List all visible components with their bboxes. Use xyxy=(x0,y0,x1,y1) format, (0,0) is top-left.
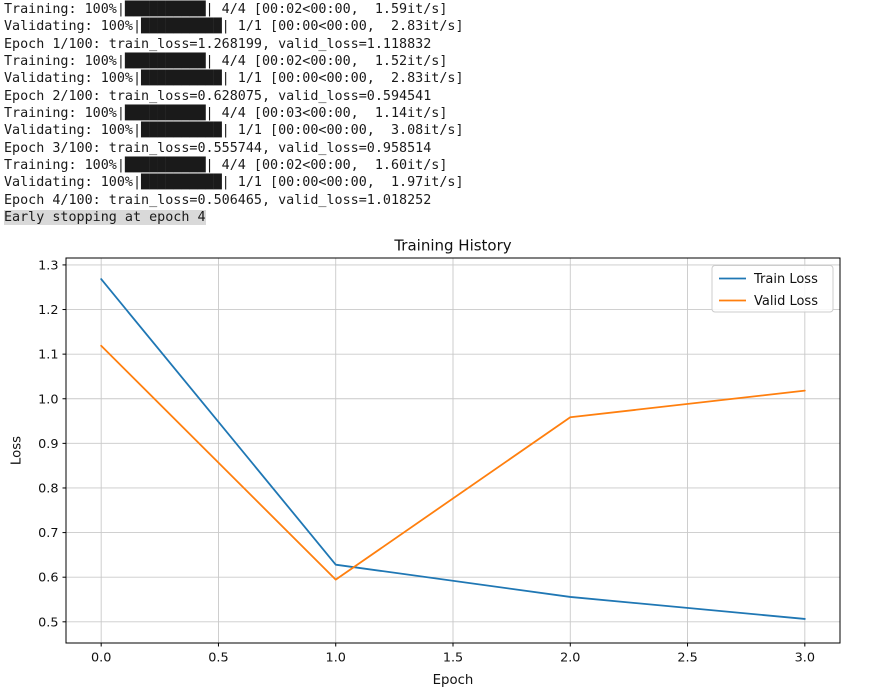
log-text: Training: 100%|██████████| 4/4 [00:02<00… xyxy=(4,54,448,70)
x-tick-label: 2.0 xyxy=(560,651,580,666)
log-text: Training: 100%|██████████| 4/4 [00:03<00… xyxy=(4,106,448,122)
chart-series xyxy=(100,278,806,620)
x-axis-label: Epoch xyxy=(433,673,474,688)
y-tick-label: 0.6 xyxy=(38,571,58,586)
log-line: Epoch 2/100: train_loss=0.628075, valid_… xyxy=(4,88,464,105)
log-text: Validating: 100%|██████████| 1/1 [00:00<… xyxy=(4,123,464,139)
y-tick-label: 1.0 xyxy=(38,392,58,407)
log-line: Validating: 100%|██████████| 1/1 [00:00<… xyxy=(4,18,464,35)
legend: Train Loss Valid Loss xyxy=(711,265,834,313)
y-axis-label: Loss xyxy=(10,436,25,465)
log-text: Epoch 3/100: train_loss=0.555744, valid_… xyxy=(4,140,432,156)
log-text: Epoch 1/100: train_loss=1.268199, valid_… xyxy=(4,36,432,52)
chart-title: Training History xyxy=(393,237,511,255)
log-line: Validating: 100%|██████████| 1/1 [00:00<… xyxy=(4,174,464,191)
log-line: Early stopping at epoch 4 xyxy=(4,209,464,226)
valid-loss-line xyxy=(100,344,806,581)
training-log: Training: 100%|██████████| 4/4 [00:02<00… xyxy=(4,1,464,226)
log-text: Epoch 2/100: train_loss=0.628075, valid_… xyxy=(4,88,432,104)
log-line: Epoch 4/100: train_loss=0.506465, valid_… xyxy=(4,192,464,209)
chart-grid xyxy=(66,258,840,643)
log-line: Epoch 3/100: train_loss=0.555744, valid_… xyxy=(4,140,464,157)
log-line: Training: 100%|██████████| 4/4 [00:03<00… xyxy=(4,105,464,122)
early-stopping-message: Early stopping at epoch 4 xyxy=(4,210,206,226)
log-line: Validating: 100%|██████████| 1/1 [00:00<… xyxy=(4,122,464,139)
x-tick-label: 0.5 xyxy=(208,651,228,666)
y-tick-label: 0.8 xyxy=(38,481,58,496)
y-tick-label: 0.5 xyxy=(38,615,58,630)
x-tick-label: 2.5 xyxy=(677,651,697,666)
log-text: Training: 100%|██████████| 4/4 [00:02<00… xyxy=(4,2,448,17)
x-tick-label: 0.0 xyxy=(91,651,111,666)
log-line: Training: 100%|██████████| 4/4 [00:02<00… xyxy=(4,53,464,70)
legend-label: Train Loss xyxy=(753,272,818,287)
log-text: Validating: 100%|██████████| 1/1 [00:00<… xyxy=(4,71,464,87)
log-line: Validating: 100%|██████████| 1/1 [00:00<… xyxy=(4,70,464,87)
y-tick-label: 1.3 xyxy=(38,258,58,273)
log-text: Epoch 4/100: train_loss=0.506465, valid_… xyxy=(4,192,432,208)
log-line: Training: 100%|██████████| 4/4 [00:02<00… xyxy=(4,157,464,174)
log-text: Validating: 100%|██████████| 1/1 [00:00<… xyxy=(4,175,464,191)
chart-ticks: 0.0 0.5 1.0 1.5 2.0 2.5 3.0 0.5 0.6 0.7 0.8 0.9 1.0 1… xyxy=(38,258,815,665)
y-tick-label: 0.7 xyxy=(38,526,58,541)
log-line: Epoch 1/100: train_loss=1.268199, valid_… xyxy=(4,36,464,53)
y-tick-label: 1.2 xyxy=(38,303,58,318)
legend-label: Valid Loss xyxy=(754,294,818,309)
x-tick-label: 1.5 xyxy=(443,651,463,666)
x-tick-label: 3.0 xyxy=(795,651,815,666)
log-text: Training: 100%|██████████| 4/4 [00:02<00… xyxy=(4,158,448,174)
y-tick-label: 1.1 xyxy=(38,348,58,363)
log-text: Validating: 100%|██████████| 1/1 [00:00<… xyxy=(4,19,464,35)
x-tick-label: 1.0 xyxy=(326,651,346,666)
log-line: Training: 100%|██████████| 4/4 [00:02<00… xyxy=(4,1,464,18)
y-tick-label: 0.9 xyxy=(38,437,58,452)
train-loss-line xyxy=(100,278,806,620)
